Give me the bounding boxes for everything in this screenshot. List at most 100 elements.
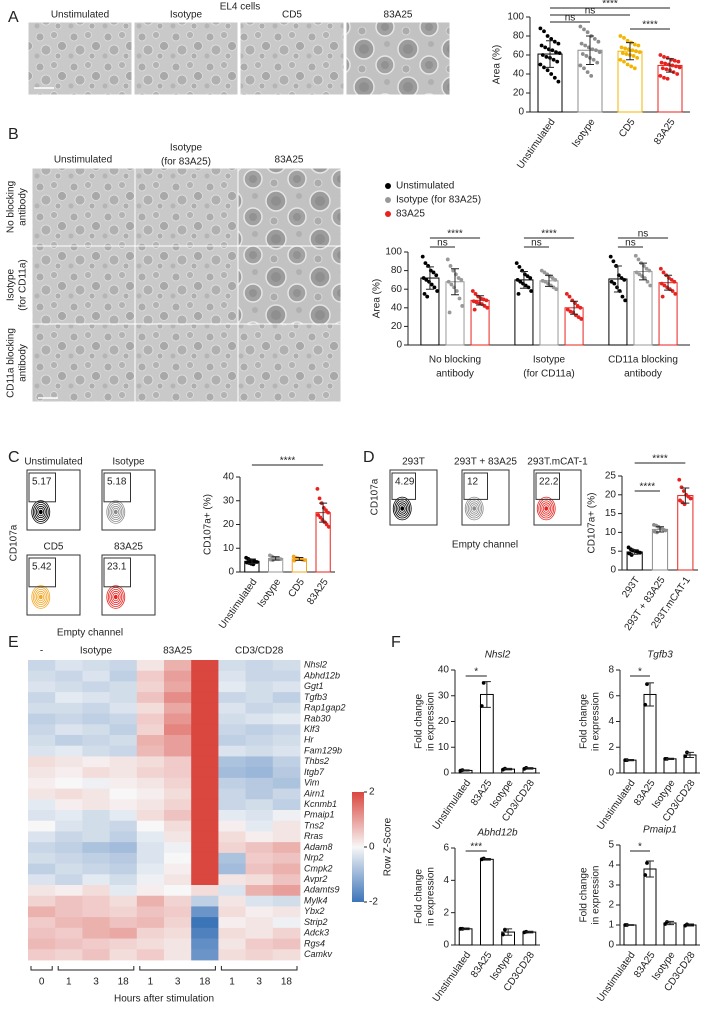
colorbar: [352, 792, 364, 902]
image-row-label: (for CD11a): [18, 259, 29, 311]
contour: [107, 502, 124, 522]
image-column-label: Unstimulated: [54, 155, 112, 166]
heatmap-cell: [28, 670, 56, 682]
data-point: [538, 26, 543, 31]
data-point: [580, 52, 585, 56]
heatmap-cell: [28, 810, 56, 822]
bar: [658, 282, 678, 346]
heatmap-cell: [55, 874, 83, 886]
heatmap-cell: [164, 692, 192, 704]
data-point: [423, 261, 428, 266]
data-point: [473, 291, 478, 296]
heatmap-cell: [245, 756, 274, 768]
data-point: [634, 49, 638, 54]
heatmap-cell: [28, 906, 56, 918]
heatmap-cell: [55, 842, 83, 854]
data-point: [445, 257, 450, 262]
heatmap-cell: [55, 735, 83, 747]
heatmap-cell: [28, 799, 56, 811]
y-tick-label: 0: [610, 565, 616, 576]
data-point: [662, 75, 666, 80]
data-point: [629, 553, 634, 557]
y-tick-label: 5: [608, 840, 614, 851]
heatmap-cell: [28, 724, 56, 736]
gate-percent: 4.29: [395, 477, 415, 488]
error-bar: [451, 268, 459, 296]
data-point: [609, 279, 614, 284]
heatmap-cell: [82, 745, 110, 757]
heatmap-cell: [28, 713, 56, 725]
heatmap-cell: [136, 702, 165, 714]
data-point: [608, 254, 613, 259]
data-point: [618, 34, 623, 38]
data-point: [676, 59, 681, 64]
heatmap-cell: [191, 735, 219, 747]
data-point: [579, 317, 584, 321]
heatmap-cell: [272, 799, 301, 811]
heatmap-cell: [272, 852, 301, 864]
heatmap-cell: [82, 949, 110, 961]
heatmap-cell: [164, 660, 192, 672]
gate-percent: 5.42: [32, 562, 52, 573]
data-point: [585, 30, 590, 35]
heatmap-cell: [191, 681, 219, 693]
data-point: [630, 48, 635, 53]
heatmap-cell: [82, 831, 110, 843]
data-point: [543, 279, 548, 284]
heatmap-cell: [272, 660, 301, 672]
y-tick-label: 40: [391, 302, 403, 313]
heatmap-cell: [218, 767, 246, 779]
heatmap-cell: [55, 670, 83, 682]
y-tick-label: 0: [443, 768, 449, 779]
contour: [110, 505, 121, 519]
gate: [28, 557, 56, 588]
data-point: [677, 65, 682, 70]
data-point: [538, 62, 543, 67]
y-tick-label: 8: [608, 665, 614, 676]
heatmap-cell: [218, 895, 246, 907]
data-point: [424, 278, 429, 282]
gene-label: Adam8: [303, 842, 333, 852]
bar: [633, 271, 653, 346]
contour: [37, 507, 45, 517]
heatmap-cell: [82, 724, 110, 736]
significance-label: ns: [585, 6, 596, 17]
error-bar: [504, 928, 513, 936]
data-point: [460, 926, 465, 931]
data-point: [449, 282, 454, 287]
heatmap-cell: [218, 831, 246, 843]
error-bar: [586, 35, 594, 65]
legend-label: Isotype (for 83A25): [396, 195, 481, 206]
significance-label: ****: [652, 454, 668, 465]
gate: [103, 472, 131, 503]
heatmap-cell: [191, 927, 219, 939]
data-point: [472, 307, 477, 312]
heatmap-cell: [272, 713, 301, 725]
flow-x-label: Empty channel: [452, 540, 518, 551]
data-point: [435, 289, 440, 293]
heatmap-cell: [245, 788, 274, 800]
heatmap-cell: [55, 756, 83, 768]
heatmap-cell: [55, 724, 83, 736]
heatmap-cell: [191, 885, 219, 897]
contour: [400, 506, 405, 511]
heatmap-cell: [28, 820, 56, 832]
flow-title: 293T: [402, 457, 425, 468]
heatmap-cell: [55, 906, 83, 918]
data-point: [679, 485, 684, 490]
heatmap-cell: [109, 895, 138, 907]
gene-label: Nhsl2: [304, 660, 327, 670]
data-point: [673, 291, 678, 296]
data-point: [278, 557, 283, 562]
data-point: [622, 278, 627, 282]
heatmap-cell: [164, 799, 192, 811]
significance-label: ns: [531, 238, 542, 249]
gene-label: Itgb7: [304, 767, 325, 777]
heatmap-cell: [218, 810, 246, 822]
heatmap-cell: [218, 885, 246, 897]
heatmap-cell: [28, 756, 56, 768]
time-label: 3: [93, 977, 99, 988]
data-point: [636, 43, 641, 48]
heatmap-cell: [191, 713, 219, 725]
bar: [677, 495, 694, 571]
